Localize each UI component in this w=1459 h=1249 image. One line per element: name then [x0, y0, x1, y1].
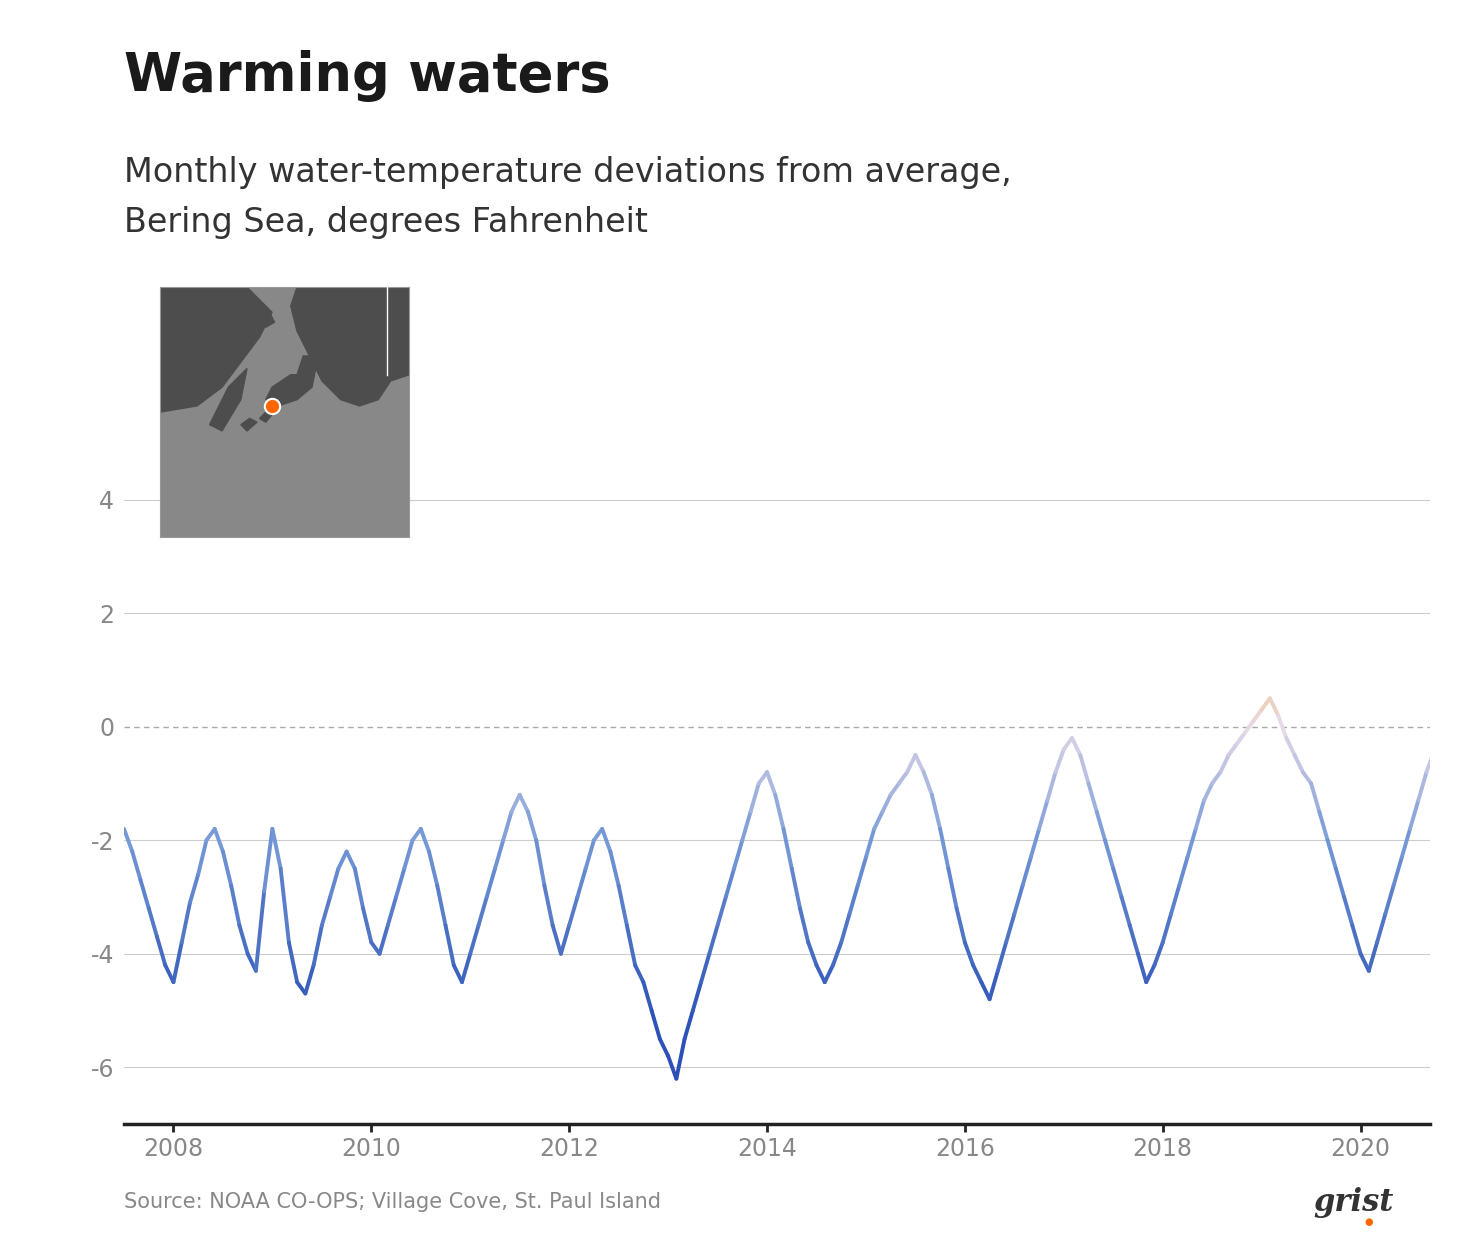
Polygon shape — [263, 312, 274, 327]
Text: grist: grist — [1313, 1187, 1393, 1218]
Text: Source: NOAA CO-OPS; Village Cove, St. Paul Island: Source: NOAA CO-OPS; Village Cove, St. P… — [124, 1192, 661, 1212]
Polygon shape — [266, 356, 315, 406]
Polygon shape — [210, 368, 247, 431]
Polygon shape — [260, 412, 271, 422]
Polygon shape — [159, 287, 271, 412]
Text: ●: ● — [1364, 1217, 1373, 1227]
Text: Bering Sea, degrees Fahrenheit: Bering Sea, degrees Fahrenheit — [124, 206, 648, 239]
Polygon shape — [241, 418, 257, 431]
Text: Warming waters: Warming waters — [124, 50, 611, 102]
Polygon shape — [290, 287, 410, 406]
Text: Monthly water-temperature deviations from average,: Monthly water-temperature deviations fro… — [124, 156, 1011, 189]
